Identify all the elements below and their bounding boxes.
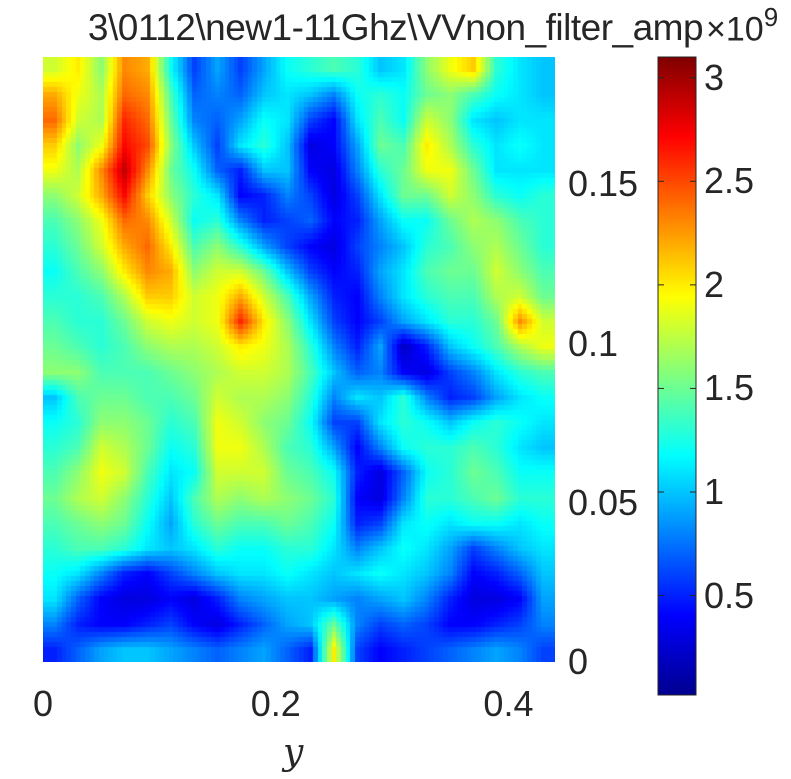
x-tick-label: 0: [32, 683, 54, 724]
heatmap-plot-area: [43, 57, 555, 662]
y-tick-label: 0.1: [568, 322, 619, 364]
y-tick-label: 0.15: [568, 163, 639, 205]
colorbar-tick-label: 0.5: [704, 574, 755, 616]
colorbar-tick-label: 2.5: [704, 160, 755, 202]
x-axis-label: y: [283, 732, 304, 773]
colorbar-exponent: ×109: [706, 2, 779, 49]
x-tick-label: 0.2: [250, 683, 301, 724]
colorbar-tick-label: 2: [704, 263, 725, 305]
y-tick-label: 0: [568, 641, 589, 682]
colorbar-tick-label: 3: [704, 56, 725, 98]
y-tick-label: 0.05: [568, 481, 639, 523]
colorbar-tick-label: 1.5: [704, 367, 755, 409]
colorbar-tick-label: 1: [704, 471, 725, 512]
colorbar: [657, 56, 697, 696]
x-tick-label: 0.4: [483, 683, 534, 724]
chart-title: 3\0112\new1-11Ghz\VVnon_filter_amp: [87, 7, 704, 48]
